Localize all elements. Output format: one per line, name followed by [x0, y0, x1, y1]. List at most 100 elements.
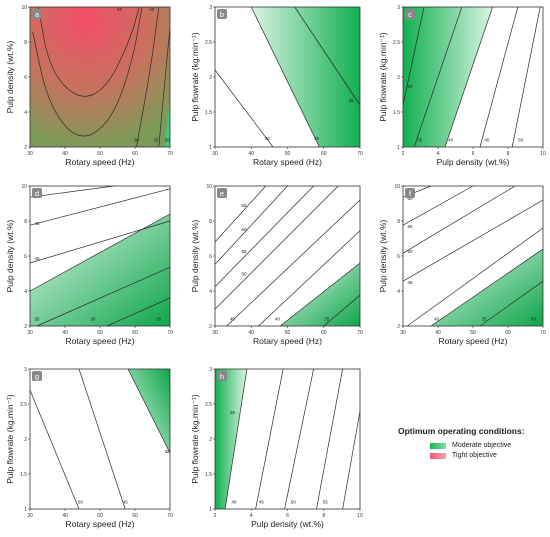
- contour-line: [294, 6, 361, 106]
- contour-line: [511, 6, 541, 148]
- panel-letter-badge: [217, 188, 227, 198]
- y-tick-label: 2: [24, 437, 27, 443]
- x-axis-label: Rotary speed (Hz): [66, 336, 135, 346]
- legend-item-tight: Tight objective: [430, 452, 548, 459]
- y-tick-label: 10: [206, 184, 212, 190]
- y-tick-label: 4: [24, 110, 27, 116]
- y-tick-label: 4: [24, 289, 27, 295]
- contour-line: [29, 188, 171, 226]
- contour-label: 55: [241, 249, 247, 254]
- legend-label-tight: Tight objective: [452, 452, 497, 459]
- panel-letter: c: [408, 10, 412, 19]
- contour-line: [214, 69, 274, 148]
- contour-label: 40: [149, 7, 155, 12]
- y-tick-label: 2: [209, 437, 212, 443]
- y-tick-label: 10: [394, 184, 400, 190]
- y-axis-label: Pulp flowrate (kg.min⁻¹): [378, 32, 388, 122]
- x-tick-label: 30: [27, 330, 33, 336]
- contour-line: [29, 389, 80, 510]
- moderate-region: [403, 7, 493, 147]
- contour-line: [342, 410, 361, 510]
- y-tick-label: 1: [24, 507, 27, 513]
- contour-label: 25: [153, 137, 159, 142]
- moderate-region: [164, 98, 170, 147]
- panel-letter-badge: [217, 9, 227, 19]
- contour-label: 50: [165, 137, 171, 142]
- contour-line: [406, 227, 544, 327]
- contour-label: 50: [241, 272, 247, 277]
- contour-label: 50: [78, 499, 84, 504]
- y-tick-label: 8: [397, 219, 400, 225]
- y-tick-label: 1.5: [20, 472, 27, 478]
- contour-line: [78, 368, 126, 510]
- contour-label: 30: [134, 137, 140, 142]
- contour-line: [38, 6, 140, 97]
- y-tick-label: 1.5: [205, 110, 212, 116]
- y-tick-label: 4: [209, 289, 212, 295]
- y-tick-label: 2.5: [393, 40, 400, 46]
- contour-line: [316, 368, 343, 510]
- contour-line: [258, 230, 361, 327]
- x-tick-label: 60: [321, 330, 327, 336]
- panel-e: 65 60 55 50 45 40 35 30 40 50 60 70 2 4 6 8 10 Rotary spe…: [190, 184, 363, 346]
- y-tick-label: 2: [397, 324, 400, 330]
- contour-label: 30: [531, 316, 537, 321]
- y-tick-label: 1.5: [205, 472, 212, 478]
- x-tick-label: 4: [437, 151, 440, 157]
- y-tick-label: 4: [397, 289, 400, 295]
- y-tick-label: 3: [209, 367, 212, 373]
- y-tick-label: 3: [209, 5, 212, 11]
- x-tick-label: 40: [248, 151, 254, 157]
- contour-label: 50: [291, 499, 297, 504]
- contour-label: 45: [230, 316, 236, 321]
- contour-line: [29, 185, 115, 198]
- y-tick-label: 2: [209, 324, 212, 330]
- contour-label: 35: [165, 449, 171, 454]
- y-tick-label: 6: [397, 254, 400, 260]
- x-tick-label: 30: [212, 330, 218, 336]
- x-tick-label: 70: [167, 151, 173, 157]
- x-tick-label: 40: [62, 513, 68, 519]
- y-axis-label: Pulp density (wt.%): [190, 219, 200, 292]
- panel-c: 30 35 40 45 50 2 4 6 8 10 1 1.5 2 2.5 3 Pulp density (w…: [378, 5, 546, 167]
- x-tick-label: 60: [321, 151, 327, 157]
- x-tick-label: 10: [540, 151, 546, 157]
- contour-label: 25: [156, 316, 162, 321]
- y-axis-label: Pulp flowrate (kg.min⁻¹): [5, 394, 15, 484]
- y-axis-label: Pulp flowrate (kg.min⁻¹): [190, 394, 200, 484]
- panel-b: 35 35 35 30 40 50 60 70 1 1.5 2 2.5 3 Rotary speed (H…: [190, 5, 363, 167]
- legend-item-moderate: Moderate objective: [430, 442, 548, 449]
- y-tick-label: 2.5: [205, 40, 212, 46]
- contour-line: [255, 368, 284, 510]
- y-axis-label: Pulp flowrate (kg.min⁻¹): [190, 32, 200, 122]
- contour-line: [280, 262, 361, 327]
- contour-line: [402, 185, 474, 226]
- x-tick-label: 30: [400, 330, 406, 336]
- contour-label: 35: [324, 316, 330, 321]
- x-tick-label: 30: [212, 151, 218, 157]
- x-tick-label: 50: [285, 151, 291, 157]
- contour-label: 45: [484, 137, 490, 142]
- y-axis-label: Pulp density (wt.%): [5, 219, 15, 292]
- x-tick-label: 8: [507, 151, 510, 157]
- panel-letter: h: [220, 372, 224, 381]
- x-tick-label: 50: [97, 513, 103, 519]
- panel-letter: e: [220, 189, 224, 198]
- moderate-region: [215, 369, 247, 509]
- contour-line: [32, 6, 143, 137]
- panel-f: 60 55 50 45 40 35 30 30 40 50 60 70 2 4 6 8 10 Rotary spe…: [378, 184, 546, 346]
- contour-label: 60: [407, 196, 413, 201]
- y-tick-label: 1: [209, 507, 212, 513]
- x-tick-label: 50: [97, 151, 103, 157]
- panel-g: 50 45 35 30 40 50 60 70 1 1.5 2 2.5 3 Rotary speed (H…: [5, 367, 173, 529]
- y-tick-label: 2: [209, 75, 212, 81]
- panel-letter: f: [409, 189, 412, 198]
- y-tick-label: 8: [209, 219, 212, 225]
- contour-line: [106, 297, 171, 327]
- contour-line: [224, 368, 248, 510]
- panel-letter-badge: [405, 9, 415, 19]
- x-tick-label: 50: [285, 330, 291, 336]
- legend-label-moderate: Moderate objective: [452, 442, 512, 449]
- panel-letter-badge: [32, 9, 42, 19]
